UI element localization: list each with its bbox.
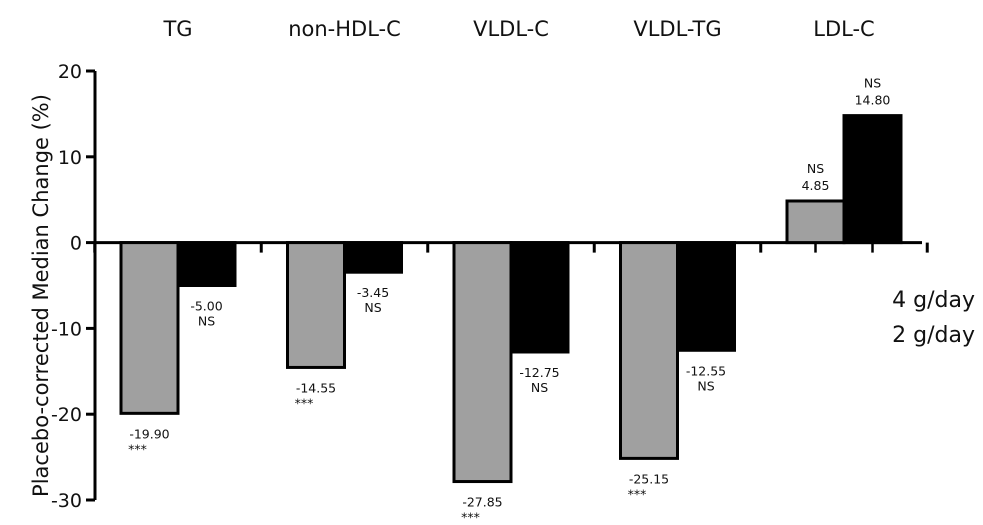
significance-label: NS bbox=[364, 300, 381, 315]
significance-label: NS bbox=[864, 76, 881, 91]
bar-series2-vldl-tg bbox=[676, 241, 736, 352]
bar-series1-tg bbox=[119, 241, 180, 415]
category-label: VLDL-C bbox=[473, 17, 549, 41]
legend-entry: 4 g/day bbox=[892, 288, 975, 313]
significance-label: *** bbox=[628, 486, 647, 501]
significance-label: *** bbox=[128, 441, 147, 456]
y-axis-label: Placebo-corrected Median Change (%) bbox=[29, 94, 53, 497]
bar-series2-ldl-c bbox=[842, 114, 903, 245]
y-tick-label: 10 bbox=[58, 147, 82, 169]
bar-series1-vldl-tg bbox=[619, 241, 679, 460]
y-tick-label: 20 bbox=[58, 61, 82, 83]
bar-series2-vldl-c bbox=[509, 241, 570, 354]
y-tick-label: -30 bbox=[51, 490, 82, 512]
bar-series1-ldl-c bbox=[785, 199, 846, 245]
y-tick-label: -20 bbox=[51, 404, 82, 426]
bar-series2-non-hdl-c bbox=[343, 241, 403, 274]
data-label: 4.85 bbox=[802, 178, 830, 193]
category-label: non-HDL-C bbox=[288, 17, 401, 41]
legend-entry: 2 g/day bbox=[892, 323, 975, 348]
data-label: -14.55 bbox=[296, 380, 336, 395]
significance-label: NS bbox=[531, 380, 548, 395]
data-label: -3.45 bbox=[357, 285, 389, 300]
data-label: -19.90 bbox=[129, 426, 169, 441]
data-label: -25.15 bbox=[629, 471, 669, 486]
category-label: TG bbox=[162, 17, 192, 41]
significance-label: NS bbox=[697, 378, 714, 393]
data-label: -12.55 bbox=[686, 363, 726, 378]
category-label: VLDL-TG bbox=[633, 17, 721, 41]
data-label: 14.80 bbox=[855, 93, 891, 108]
significance-label: *** bbox=[461, 510, 480, 525]
y-tick-label: 0 bbox=[70, 233, 82, 255]
bar-series1-vldl-c bbox=[452, 241, 513, 484]
bar-series1-non-hdl-c bbox=[286, 241, 346, 369]
data-label: -27.85 bbox=[462, 495, 502, 510]
data-label: -5.00 bbox=[190, 299, 222, 314]
significance-label: NS bbox=[807, 161, 824, 176]
significance-label: NS bbox=[198, 314, 215, 329]
bars bbox=[119, 114, 903, 484]
bar-series2-tg bbox=[176, 241, 237, 288]
value-labels: -19.90***-14.55***-27.85***-25.15***NS4.… bbox=[128, 76, 890, 525]
significance-label: *** bbox=[295, 395, 314, 410]
legend: 4 g/day 2 g/day bbox=[892, 288, 975, 348]
data-label: -12.75 bbox=[519, 365, 559, 380]
category-label: LDL-C bbox=[813, 17, 874, 41]
y-tick-label: -10 bbox=[51, 318, 82, 340]
